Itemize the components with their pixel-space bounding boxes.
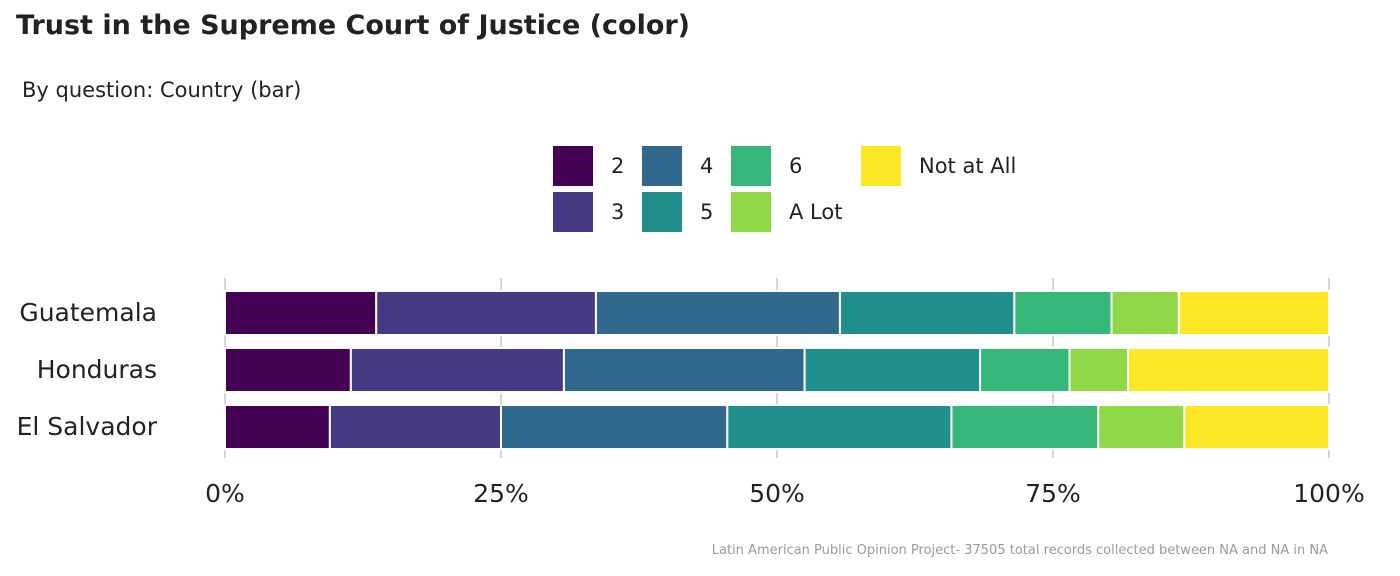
legend-item-5: 5 [642, 192, 713, 232]
legend-item-4: 4 [642, 146, 713, 186]
x-tick-label-2: 50% [749, 479, 805, 508]
bar-el-salvador-2 [224, 404, 331, 450]
legend-swatch-4 [642, 146, 682, 186]
bar-honduras-a-lot [1068, 347, 1130, 393]
bar-el-salvador-not-at-all [1183, 404, 1330, 450]
bar-honduras-4 [562, 347, 806, 393]
legend-item-6: 6 [731, 146, 802, 186]
bar-el-salvador-a-lot [1097, 404, 1186, 450]
legend-label-a-lot: A Lot [789, 200, 843, 224]
chart-title: Trust in the Supreme Court of Justice (c… [16, 10, 691, 41]
legend-item-not-at-all: Not at All [861, 146, 1016, 186]
legend-item-3: 3 [553, 192, 624, 232]
x-tick-label-4: 100% [1293, 479, 1364, 508]
bar-guatemala-not-at-all [1177, 290, 1330, 336]
bar-el-salvador-3 [328, 404, 502, 450]
legend-swatch-6 [731, 146, 771, 186]
legend-label-not-at-all: Not at All [919, 154, 1017, 178]
bar-guatemala-3 [375, 290, 597, 336]
legend-label-2: 2 [611, 154, 625, 178]
bar-honduras-not-at-all [1127, 347, 1331, 393]
bar-guatemala-6 [1013, 290, 1113, 336]
legend-label-6: 6 [789, 154, 803, 178]
legend-label-3: 3 [611, 200, 625, 224]
bar-honduras-2 [224, 347, 352, 393]
legend-swatch-a-lot [731, 192, 771, 232]
legend-item-2: 2 [553, 146, 624, 186]
legend-swatch-5 [642, 192, 682, 232]
bar-el-salvador-5 [726, 404, 953, 450]
x-tick-label-1: 25% [473, 479, 529, 508]
bar-el-salvador-6 [950, 404, 1100, 450]
legend-swatch-3 [553, 192, 593, 232]
bar-guatemala-2 [224, 290, 378, 336]
y-tick-label-el-salvador: El Salvador [17, 412, 158, 441]
y-tick-label-guatemala: Guatemala [19, 298, 157, 327]
legend-item-a-lot: A Lot [731, 192, 842, 232]
bar-guatemala-a-lot [1110, 290, 1180, 336]
bar-guatemala-5 [838, 290, 1016, 336]
bar-guatemala-4 [594, 290, 841, 336]
x-tick-label-0: 0% [205, 479, 245, 508]
legend-swatch-not-at-all [861, 146, 901, 186]
bar-honduras-6 [979, 347, 1071, 393]
x-tick-label-3: 75% [1025, 479, 1081, 508]
y-tick-label-honduras: Honduras [37, 355, 157, 384]
legend-swatch-2 [553, 146, 593, 186]
chart-caption: Latin American Public Opinion Project- 3… [711, 543, 1328, 558]
legend-label-4: 4 [700, 154, 714, 178]
chart-subtitle: By question: Country (bar) [22, 78, 302, 102]
bar-el-salvador-4 [500, 404, 729, 450]
bar-honduras-3 [349, 347, 565, 393]
legend-label-5: 5 [700, 200, 714, 224]
bar-honduras-5 [803, 347, 982, 393]
legend: 2 3 4 5 6 A Lot Not at All [553, 146, 1073, 236]
